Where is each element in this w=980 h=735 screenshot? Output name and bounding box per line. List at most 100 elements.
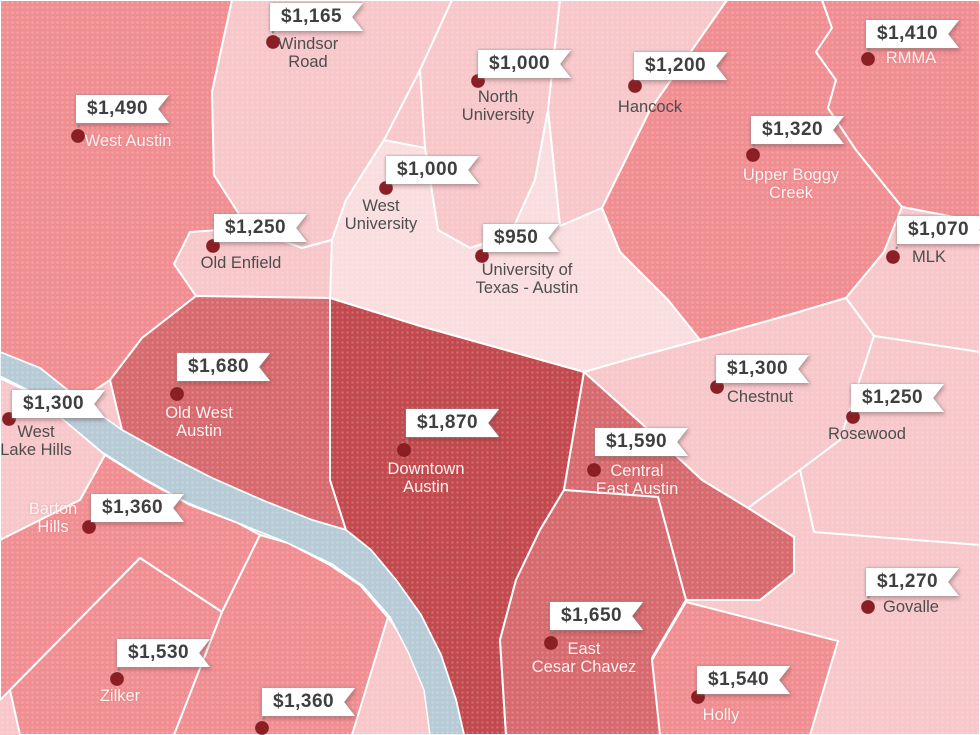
map-marker-old-enfield [206,239,220,253]
map-marker-ut-austin [475,249,489,263]
label-line: Old Enfield [200,254,282,272]
label-line: Windsor [277,35,339,53]
label-line: West Austin [84,132,172,150]
neighborhood-label-mlk: MLK [912,248,946,267]
label-line: Govalle [883,598,939,616]
price-flag-north-university: $1,000 [478,50,571,78]
price-flag-hancock: $1,200 [634,52,727,80]
price-flag-barton-hills: $1,360 [91,494,184,522]
price-flag-west-lake-hills: $1,300 [12,390,105,418]
label-line: Cesar Chavez [531,657,637,676]
label-line: University [461,105,535,124]
price-banner: $1,165 [270,3,363,31]
price-banner: $1,250 [214,214,307,242]
label-line: East [567,640,601,658]
price-banner: $1,540 [697,666,790,694]
map-marker-zilker [110,672,124,686]
price-banner: $950 [483,224,559,252]
label-line: Hills [37,517,69,536]
price-banner: $1,870 [406,409,499,437]
map-marker-downtown-austin [397,443,411,457]
neighborhood-label-ut-austin: University of Texas - Austin [475,261,579,297]
price-banner: $1,360 [91,494,184,522]
map-marker-rmma [861,52,875,66]
map-marker-rosewood [846,410,860,424]
price-flag-upper-boggy-creek: $1,320 [751,116,844,144]
label-line: Downtown [387,460,465,478]
neighborhood-label-old-west-austin: Old West Austin [165,404,233,440]
price-flag-rosewood: $1,250 [851,384,944,412]
label-line: Road [288,52,328,71]
label-line: Lake Hills [0,440,72,459]
price-flag-zilker: $1,530 [117,639,210,667]
neighborhood-label-west-university: West University [344,197,418,233]
neighborhood-label-govalle: Govalle [883,598,939,617]
neighborhood-label-north-university: North University [461,88,535,124]
price-flag-windsor-road: $1,165 [270,3,363,31]
neighborhood-label-east-cesar-chavez: East Cesar Chavez [531,640,637,676]
label-line: Hancock [617,98,683,116]
label-line: Chestnut [726,388,794,406]
price-flag-holly: $1,540 [697,666,790,694]
neighborhood-label-windsor-road: Windsor Road [277,35,339,71]
price-flag-old-west-austin: $1,680 [177,353,270,381]
label-line: University of [481,261,573,279]
price-flag-old-enfield: $1,250 [214,214,307,242]
label-line: Barton [28,500,78,518]
price-flag-rmma: $1,410 [866,20,959,48]
label-line: Austin [176,421,222,440]
label-line: Old West [165,404,233,422]
neighborhood-label-rmma: RMMA [886,49,936,68]
price-flag-mlk: $1,070 [897,216,980,244]
map-marker-central-east-austin [587,463,601,477]
label-line: Texas - Austin [475,278,579,297]
price-banner: $1,320 [751,116,844,144]
map-marker-east-cesar-chavez [544,636,558,650]
river-colorado [0,351,465,735]
price-banner: $1,590 [595,428,688,456]
price-flag-chestnut: $1,300 [716,355,809,383]
price-flag-unlabeled-south: $1,360 [262,688,355,716]
price-banner: $1,680 [177,353,270,381]
neighborhood-label-central-east-austin: Central East Austin [596,462,679,498]
price-banner: $1,270 [866,568,959,596]
price-banner: $1,300 [716,355,809,383]
price-banner: $1,250 [851,384,944,412]
neighborhood-label-west-lake-hills: West Lake Hills [0,423,72,459]
map-marker-unlabeled-south [255,721,269,735]
neighborhood-label-hancock: Hancock [617,98,683,117]
price-flag-central-east-austin: $1,590 [595,428,688,456]
map-marker-barton-hills [82,520,96,534]
price-flag-downtown-austin: $1,870 [406,409,499,437]
label-line: Holly [702,706,740,724]
neighborhood-label-holly: Holly [702,706,740,725]
label-line: Zilker [99,687,141,705]
label-line: Central [610,462,664,480]
neighborhood-label-barton-hills: Barton Hills [28,500,78,536]
price-flag-east-cesar-chavez: $1,650 [550,602,643,630]
price-banner: $1,530 [117,639,210,667]
map-marker-govalle [861,600,875,614]
label-line: West [362,197,400,215]
neighborhood-label-rosewood: Rosewood [828,425,906,444]
label-line: North [477,88,519,106]
price-flag-west-university: $1,000 [386,156,479,184]
map-marker-mlk [886,250,900,264]
price-banner: $1,650 [550,602,643,630]
neighborhood-label-zilker: Zilker [99,687,141,706]
label-line: Upper Boggy [742,166,840,184]
neighborhood-label-upper-boggy-creek: Upper Boggy Creek [742,166,840,202]
price-banner: $1,490 [76,95,169,123]
price-flag-ut-austin: $950 [483,224,559,252]
region-zilker [9,557,223,735]
map-marker-upper-boggy-creek [746,148,760,162]
label-line: Austin [403,477,449,496]
label-line: University [344,214,418,233]
label-line: Creek [768,183,813,202]
price-banner: $1,410 [866,20,959,48]
neighborhood-label-west-austin: West Austin [84,132,172,151]
price-banner: $1,000 [478,50,571,78]
price-banner: $1,070 [897,216,980,244]
price-flag-west-austin: $1,490 [76,95,169,123]
